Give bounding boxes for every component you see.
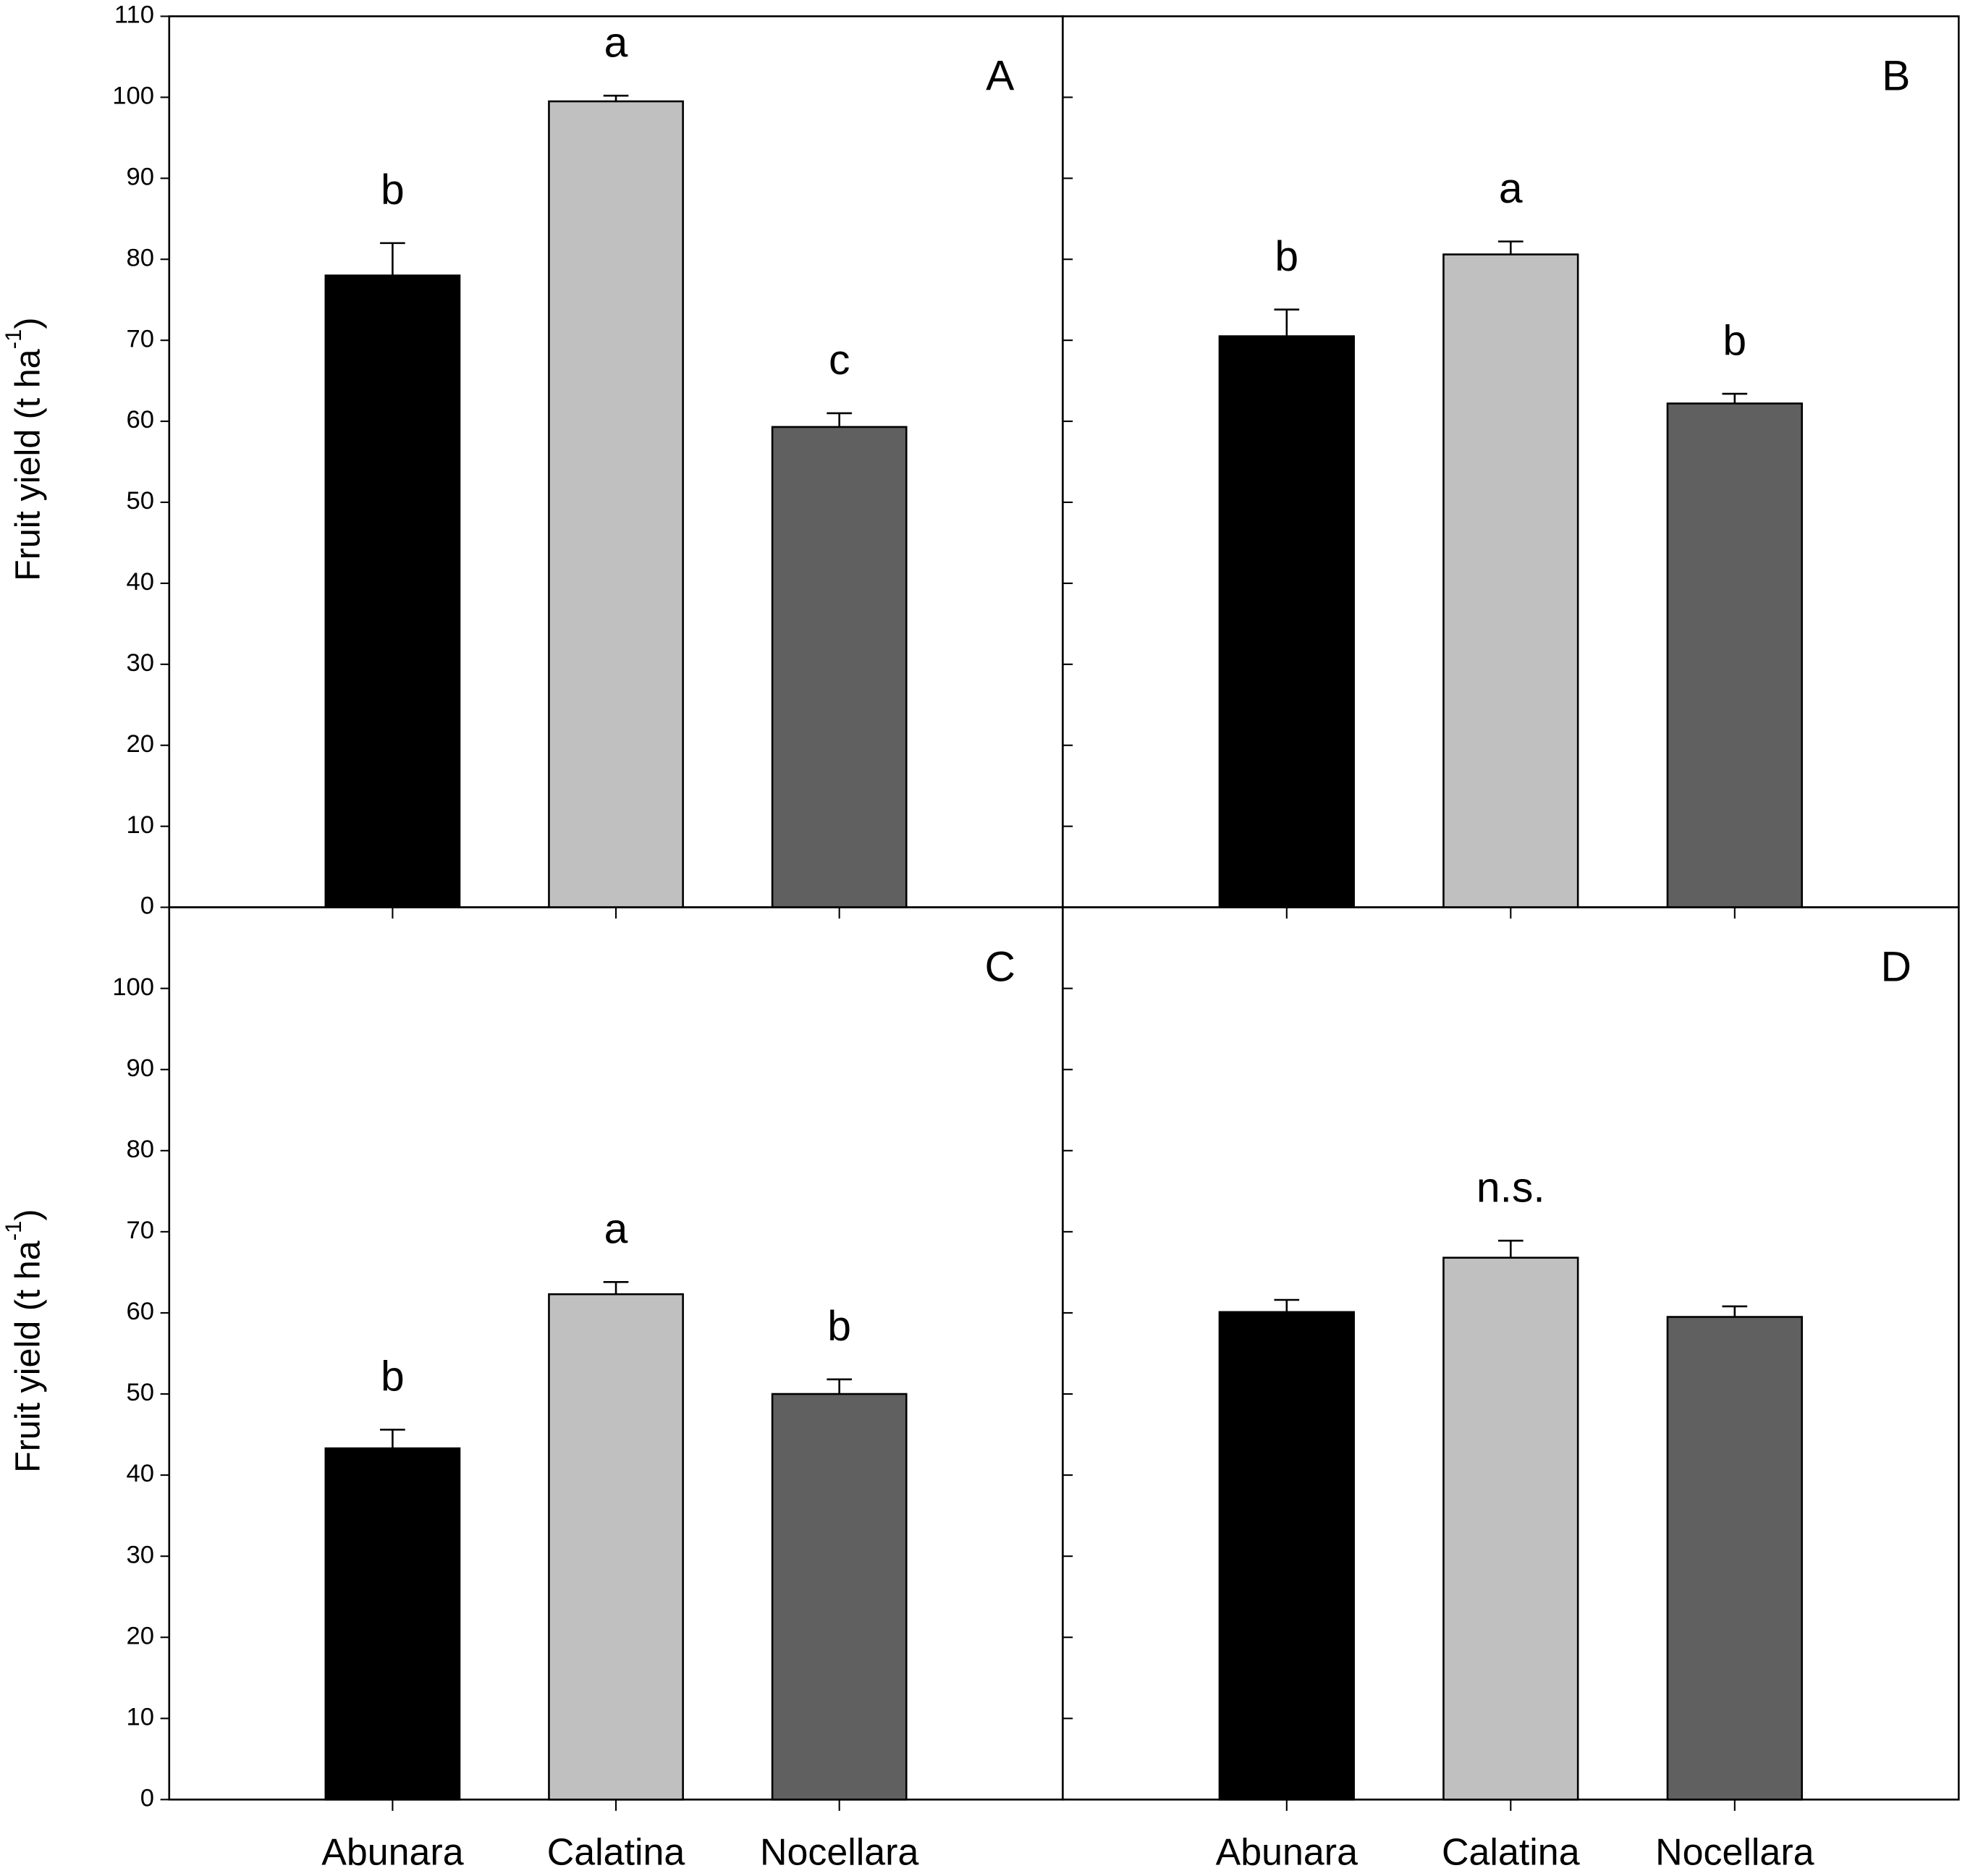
significance-letter: n.s.	[1476, 1164, 1545, 1211]
y-tick-label: 10	[127, 811, 155, 839]
bar	[1218, 335, 1355, 908]
x-tick-label: Abunara	[321, 1831, 463, 1873]
y-tick-label: 30	[127, 1541, 155, 1568]
bar	[771, 1393, 908, 1801]
y-tick-label: 60	[127, 406, 155, 434]
significance-letter: b	[381, 166, 405, 214]
x-tick-label: Nocellara	[1655, 1831, 1814, 1873]
significance-letter: a	[1499, 165, 1523, 212]
panel-label: C	[984, 944, 1015, 991]
significance-letter: b	[1723, 317, 1746, 364]
y-tick-label: 20	[127, 1622, 155, 1649]
bar	[1442, 253, 1579, 908]
y-tick-label: 100	[112, 973, 154, 1001]
y-tick-label: 0	[140, 1785, 154, 1812]
y-tick-label: 90	[127, 1055, 155, 1082]
y-axis-label-sup: -1	[1, 329, 26, 350]
y-tick-label: 50	[127, 1379, 155, 1406]
bar	[1666, 1316, 1803, 1801]
x-tick-label: Calatina	[1442, 1831, 1580, 1873]
bar	[548, 100, 684, 908]
y-tick-label: 90	[127, 163, 155, 190]
panel-label: A	[986, 53, 1015, 100]
y-tick-label: 70	[127, 1217, 155, 1244]
x-tick-label: Nocellara	[760, 1831, 919, 1873]
bar	[1442, 1256, 1579, 1801]
y-axis-label-text: Fruit yield (t ha	[8, 349, 47, 581]
significance-letter: b	[381, 1353, 405, 1400]
significance-letter: a	[604, 19, 628, 66]
y-tick-label: 40	[127, 1460, 155, 1487]
bar	[771, 426, 908, 908]
y-tick-label: 50	[127, 487, 155, 515]
y-tick-label: 80	[127, 1136, 155, 1163]
panel-label: D	[1880, 944, 1911, 991]
y-axis-label-text: Fruit yield (t ha	[8, 1241, 47, 1473]
x-tick-label: Calatina	[547, 1831, 685, 1873]
y-tick-label: 60	[127, 1298, 155, 1325]
bar	[1218, 1311, 1355, 1801]
bar	[1666, 402, 1803, 908]
significance-letter: b	[1275, 233, 1298, 280]
y-tick-label: 70	[127, 325, 155, 352]
significance-letter: b	[827, 1303, 851, 1350]
y-axis-label-end: )	[8, 1209, 47, 1220]
y-tick-label: 80	[127, 244, 155, 271]
y-tick-label: 30	[127, 649, 155, 677]
y-tick-label: 110	[114, 1, 154, 29]
y-axis-label-end: )	[8, 318, 47, 329]
bar	[548, 1293, 684, 1801]
y-axis-label: Fruit yield (t ha-1)	[1, 318, 47, 581]
y-axis-label: Fruit yield (t ha-1)	[1, 1209, 47, 1472]
y-tick-label: 20	[127, 730, 155, 758]
bar	[324, 1447, 461, 1801]
y-axis-label-sup: -1	[1, 1221, 26, 1241]
y-tick-label: 40	[127, 568, 155, 596]
bar	[324, 274, 461, 908]
panel-label: B	[1882, 53, 1910, 100]
y-tick-label: 100	[112, 83, 154, 110]
y-tick-label: 0	[140, 892, 154, 920]
y-tick-label: 10	[127, 1703, 155, 1731]
x-tick-label: Abunara	[1216, 1831, 1358, 1873]
significance-letter: a	[604, 1206, 628, 1253]
significance-letter: c	[829, 337, 850, 384]
